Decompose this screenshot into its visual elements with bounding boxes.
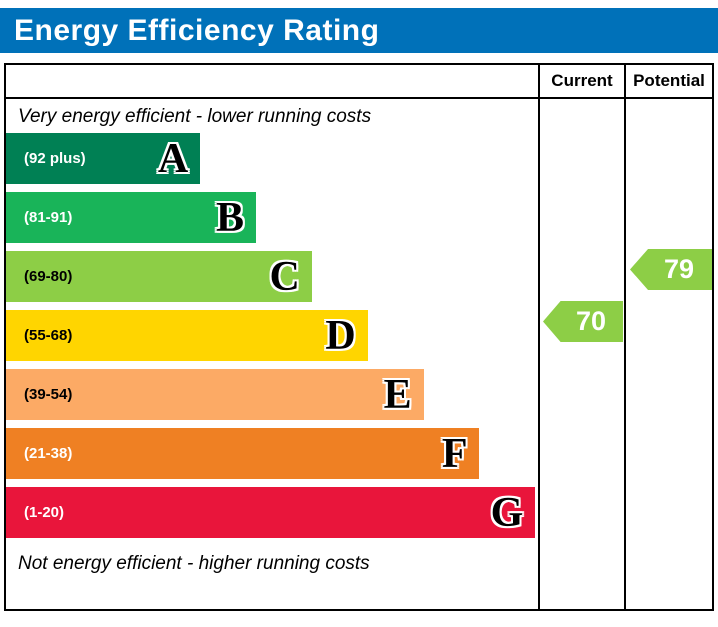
band-bar-g: (1-20) G <box>6 487 536 538</box>
band-letter-f: F <box>441 430 468 477</box>
caption-efficient: Very energy efficient - lower running co… <box>18 106 372 127</box>
band-bar-d: (55-68) D <box>6 310 368 361</box>
band-row-b: (81-91) B <box>6 192 538 251</box>
caption-not-efficient: Not energy efficient - higher running co… <box>18 553 370 574</box>
band-bar-b: (81-91) B <box>6 192 257 243</box>
band-row-d: (55-68) D <box>6 310 538 369</box>
current-rating-value: 70 <box>575 306 607 336</box>
band-range-e: (39-54) <box>24 386 73 403</box>
band-row-g: (1-20) G <box>6 487 538 546</box>
band-letter-c: C <box>269 253 300 300</box>
potential-rating-arrow: 79 <box>630 249 712 290</box>
header-spacer <box>6 65 538 99</box>
bands-list: (92 plus) A (81-91) B (69-80) C (55-68) <box>6 133 538 546</box>
epc-chart: Current Potential Very energy efficient … <box>4 63 714 611</box>
band-letter-a: A <box>157 135 189 182</box>
band-range-c: (69-80) <box>24 268 73 285</box>
band-range-f: (21-38) <box>24 445 73 462</box>
band-bar-e: (39-54) E <box>6 369 424 420</box>
band-range-g: (1-20) <box>24 504 65 521</box>
band-row-e: (39-54) E <box>6 369 538 428</box>
potential-rating-value: 79 <box>663 254 695 284</box>
current-rating-arrow: 70 <box>543 301 623 342</box>
column-header-potential: Potential <box>624 65 712 99</box>
band-letter-b: B <box>216 194 245 241</box>
band-range-b: (81-91) <box>24 209 73 226</box>
band-letter-d: D <box>325 312 356 359</box>
column-header-current: Current <box>538 65 624 99</box>
band-row-c: (69-80) C <box>6 251 538 310</box>
page-title: Energy Efficiency Rating <box>14 13 380 47</box>
bands-column: Very energy efficient - lower running co… <box>6 99 538 609</box>
band-range-a: (92 plus) <box>24 150 86 167</box>
band-letter-g: G <box>490 489 524 536</box>
band-range-d: (55-68) <box>24 327 73 344</box>
potential-column: 79 <box>624 99 712 609</box>
band-row-f: (21-38) F <box>6 428 538 487</box>
band-bar-f: (21-38) F <box>6 428 480 479</box>
current-column: 70 <box>538 99 624 609</box>
band-bar-c: (69-80) C <box>6 251 312 302</box>
epc-page: { "title": "Energy Efficiency Rating", "… <box>0 8 718 627</box>
band-row-a: (92 plus) A <box>6 133 538 192</box>
title-bar: Energy Efficiency Rating <box>0 8 718 53</box>
band-letter-e: E <box>383 371 412 418</box>
band-bar-a: (92 plus) A <box>6 133 201 184</box>
